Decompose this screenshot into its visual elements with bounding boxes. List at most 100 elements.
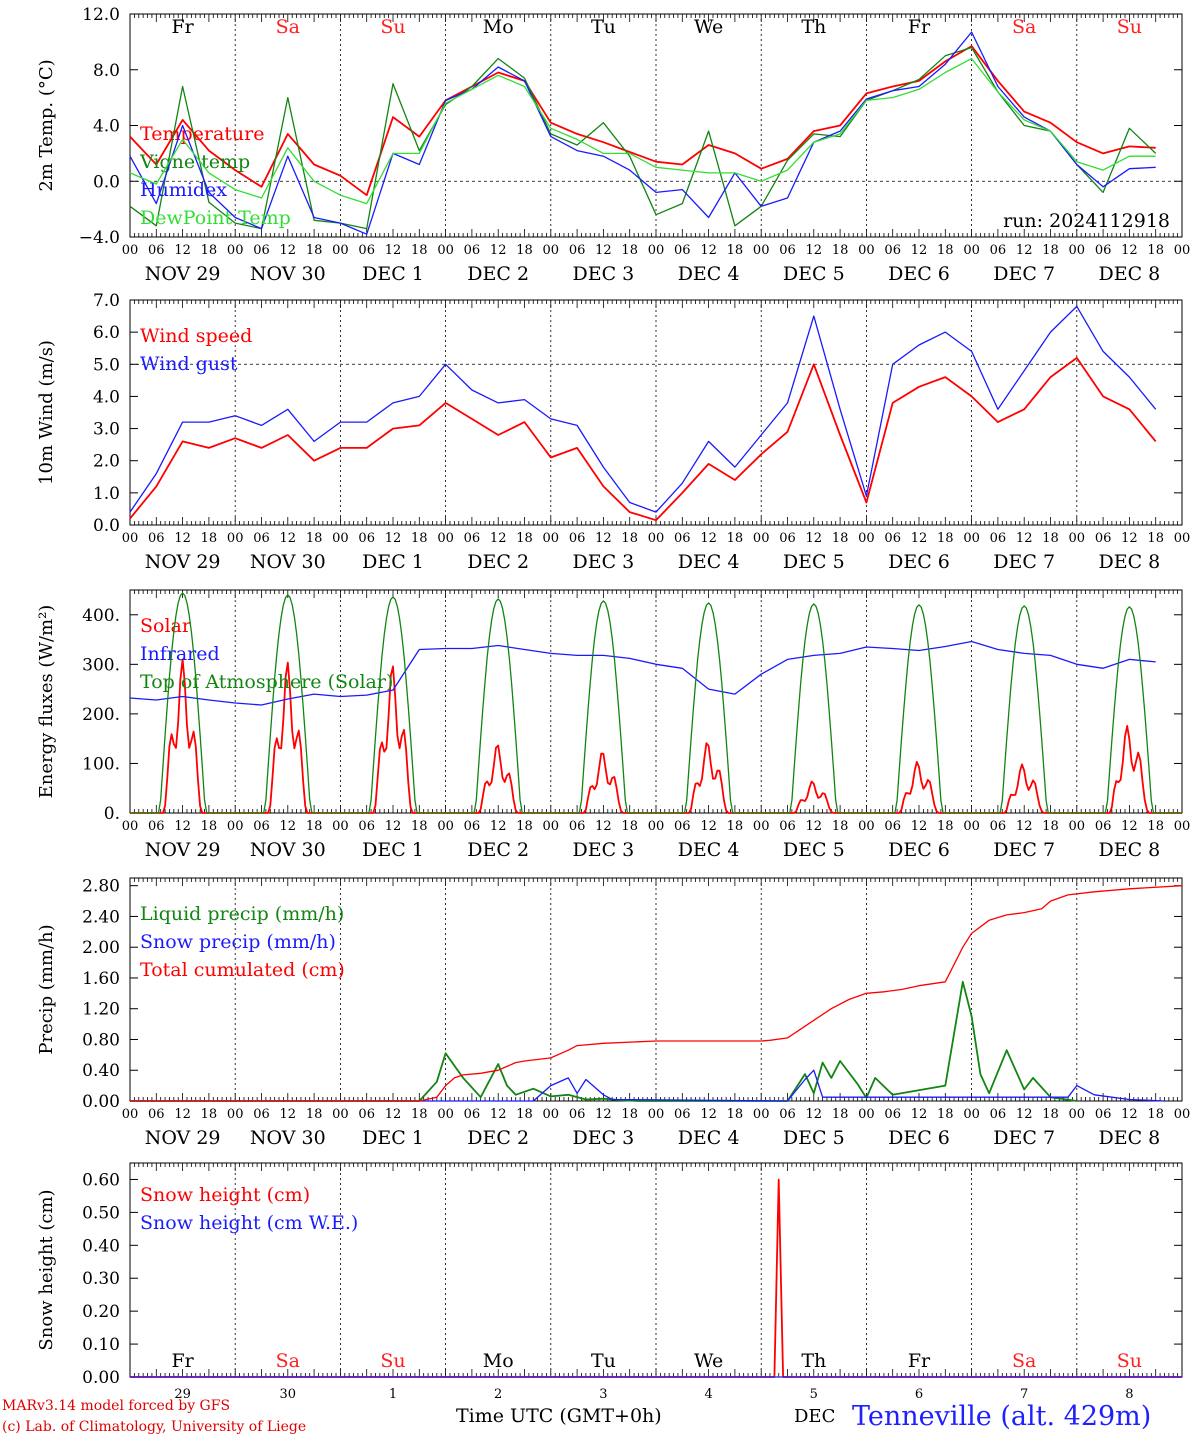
y-tick-label: 5.0 (93, 355, 120, 375)
y-tick-label: 400. (82, 606, 120, 626)
day-name-label: Sa (1012, 1350, 1036, 1372)
hour-tick-label: 06 (148, 1107, 165, 1122)
hour-tick-label: 00 (543, 819, 560, 834)
day-name-label: Th (801, 1350, 826, 1372)
date-label: DEC 3 (573, 1127, 635, 1149)
hour-tick-label: 18 (832, 1107, 849, 1122)
date-label: DEC 4 (678, 263, 740, 285)
hour-tick-label: 06 (253, 1107, 270, 1122)
hour-tick-label: 18 (516, 819, 533, 834)
series-line (130, 885, 1183, 1102)
hour-tick-label: 18 (411, 819, 428, 834)
hour-tick-label: 06 (569, 243, 586, 258)
hour-tick-label: 18 (727, 1107, 744, 1122)
y-tick-label: −4.0 (79, 228, 120, 248)
hour-tick-label: 06 (569, 531, 586, 546)
date-label: DEC 7 (993, 1127, 1055, 1149)
hour-tick-label: 06 (253, 531, 270, 546)
hour-tick-label: 00 (437, 243, 454, 258)
hour-tick-label: 00 (227, 531, 244, 546)
y-tick-label: 1.20 (82, 1000, 120, 1020)
date-label: DEC 1 (362, 551, 424, 573)
day-name-label: Sa (1012, 16, 1036, 38)
hour-tick-label: 12 (700, 243, 717, 258)
date-label: NOV 29 (145, 551, 221, 573)
date-label: NOV 30 (250, 551, 326, 573)
y-axis-label: Energy fluxes (W/m²) (36, 605, 57, 799)
hour-tick-label: 00 (332, 243, 349, 258)
hour-tick-label: 18 (1147, 243, 1164, 258)
date-label: DEC 7 (993, 551, 1055, 573)
hour-tick-label: 12 (385, 531, 402, 546)
y-tick-label: 0.00 (82, 1368, 120, 1388)
day-name-label: Sa (276, 1350, 300, 1372)
series-line (130, 592, 1182, 814)
hour-tick-label: 00 (1174, 1107, 1191, 1122)
hour-tick-label: 18 (832, 819, 849, 834)
date-label: DEC 5 (783, 263, 845, 285)
hour-tick-label: 18 (306, 531, 323, 546)
date-label: DEC 7 (993, 839, 1055, 861)
series-line (130, 1069, 1165, 1102)
day-name-label: Mo (483, 1350, 514, 1372)
hour-tick-label: 12 (806, 819, 823, 834)
hour-tick-label: 00 (858, 1107, 875, 1122)
hour-tick-label: 06 (358, 243, 375, 258)
hour-tick-label: 18 (306, 243, 323, 258)
legend-label: Vigne temp (139, 151, 250, 173)
day-name-label: Fr (908, 1350, 931, 1372)
series-line (129, 31, 1156, 235)
day-name-label: Fr (171, 16, 194, 38)
hour-tick-label: 06 (148, 243, 165, 258)
hour-tick-label: 12 (595, 1107, 612, 1122)
hour-tick-label: 00 (1069, 531, 1086, 546)
hour-tick-label: 06 (884, 819, 901, 834)
hour-tick-label: 18 (1147, 1107, 1164, 1122)
station-label: Tenneville (alt. 429m) (852, 1401, 1152, 1432)
legend-label: Humidex (140, 179, 227, 201)
hour-tick-label: 18 (621, 819, 638, 834)
hour-tick-label: 00 (1069, 819, 1086, 834)
credit-line-1: MARv3.14 model forced by GFS (2, 1398, 231, 1414)
hour-tick-label: 06 (674, 819, 691, 834)
chart-panel-2: 0.0 1.0 2.0 3.0 4.0 5.0 6.0 7.0 10m Wind (m/s) 00… (36, 291, 1190, 573)
legend-label: Top of Atmosphere (Solar) (140, 671, 393, 693)
time-axis-label: Time UTC (GMT+0h) (456, 1405, 662, 1427)
date-label: DEC 8 (1099, 1127, 1161, 1149)
hour-tick-label: 12 (490, 243, 507, 258)
y-tick-label: 0. (104, 804, 120, 824)
hour-tick-label: 12 (700, 819, 717, 834)
date-label: DEC 3 (573, 551, 635, 573)
hour-tick-label: 06 (1095, 243, 1112, 258)
date-label: DEC 8 (1099, 551, 1161, 573)
hour-tick-label: 00 (543, 531, 560, 546)
date-label: NOV 29 (145, 263, 221, 285)
date-label: DEC 6 (888, 263, 950, 285)
legend-label: Temperature (140, 123, 264, 145)
y-axis-label: 2m Temp. (°C) (36, 59, 57, 191)
hour-tick-label: 18 (516, 1107, 533, 1122)
hour-tick-label: 06 (884, 243, 901, 258)
hour-tick-label: 18 (937, 1107, 954, 1122)
date-label: DEC 8 (1099, 839, 1161, 861)
hour-tick-label: 12 (385, 819, 402, 834)
hour-tick-label: 06 (464, 819, 481, 834)
date-label: DEC 4 (678, 1127, 740, 1149)
hour-tick-label: 18 (727, 531, 744, 546)
series-line (129, 45, 1156, 197)
legend-label: Snow height (cm) (140, 1184, 310, 1206)
hour-tick-label: 06 (990, 243, 1007, 258)
hour-tick-label: 06 (990, 819, 1007, 834)
hour-tick-label: 06 (1095, 531, 1112, 546)
hour-tick-label: 06 (674, 243, 691, 258)
hour-tick-label: 18 (1042, 243, 1059, 258)
hour-tick-label: 00 (858, 243, 875, 258)
day-number-label: 7 (1020, 1387, 1028, 1402)
legend-label: Solar (140, 615, 192, 637)
day-number-label: 29 (174, 1387, 191, 1402)
hour-tick-label: 00 (1174, 531, 1191, 546)
hour-tick-label: 18 (937, 531, 954, 546)
hour-tick-label: 18 (937, 819, 954, 834)
hour-tick-label: 00 (1069, 1107, 1086, 1122)
